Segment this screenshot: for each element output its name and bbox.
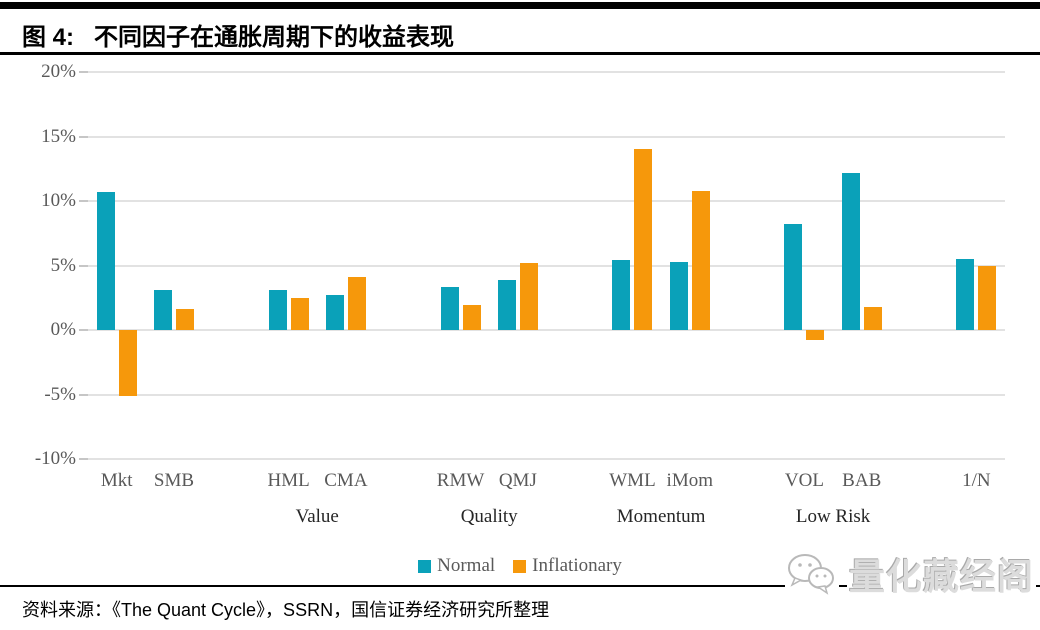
y-axis-tick — [79, 329, 88, 331]
figure-number-label: 图 4: — [22, 24, 75, 51]
bar-inflationary-iMom — [691, 190, 710, 330]
y-axis-tick-label: -5% — [44, 383, 76, 405]
category-group-label: Value — [295, 506, 339, 527]
wechat-chat-bubbles-icon — [784, 551, 839, 597]
gridline — [88, 135, 1005, 138]
bar-inflationary-VOL — [806, 330, 825, 341]
title-separator-line — [0, 52, 1040, 55]
gridline — [88, 264, 1005, 267]
category-label: VOL — [784, 470, 824, 491]
y-axis-tick — [79, 264, 88, 267]
bar-normal-SMB — [153, 290, 172, 330]
source-note: 资料来源：《The Quant Cycle》，SSRN，国信证券经济研究所整理 — [22, 600, 550, 620]
y-axis-tick — [79, 200, 88, 202]
bar-inflationary-CMA — [347, 277, 366, 330]
bar-inflationary-BAB — [863, 306, 882, 330]
legend-item-inflationary: Inflationary — [513, 555, 622, 577]
category-label: iMom — [666, 470, 713, 491]
category-label: QMJ — [498, 470, 537, 491]
bar-normal-RMW — [440, 287, 459, 330]
y-axis-tick-label: 5% — [50, 254, 76, 276]
legend-swatch-inflationary — [513, 559, 527, 573]
y-axis-tick-label: 15% — [41, 125, 76, 147]
bar-normal-1/N — [956, 259, 975, 330]
y-axis-tick-label: -10% — [34, 448, 76, 469]
bar-inflationary-RMW — [462, 305, 481, 330]
category-group-label: Momentum — [616, 506, 706, 527]
category-label: SMB — [153, 470, 195, 491]
gridline — [88, 71, 1005, 73]
category-label: HML — [267, 470, 310, 491]
bar-inflationary-HML — [290, 297, 309, 330]
gridline — [88, 329, 1005, 331]
category-label: 1/N — [962, 470, 991, 491]
category-label: CMA — [324, 470, 368, 491]
y-axis-tick — [79, 135, 88, 138]
gridline — [88, 458, 1005, 460]
category-label: Mkt — [100, 470, 133, 491]
category-group-label: Quality — [460, 506, 518, 527]
figure-title: 图 4: 不同因子在通胀周期下的收益表现 — [22, 17, 454, 52]
bar-inflationary-QMJ — [519, 262, 538, 330]
category-label: BAB — [842, 470, 882, 491]
bar-normal-QMJ — [497, 279, 516, 330]
top-border-bar — [0, 2, 1040, 9]
category-label: WML — [609, 470, 656, 491]
y-axis-tick — [79, 393, 88, 396]
figure-title-text: 不同因子在通胀周期下的收益表现 — [94, 24, 455, 51]
y-axis-tick — [79, 71, 88, 73]
watermark-text: 量化藏经阁 — [846, 548, 1036, 600]
y-axis-tick — [79, 458, 88, 460]
bar-normal-BAB — [841, 172, 860, 330]
bar-inflationary-WML — [634, 149, 653, 330]
legend-label: Normal — [437, 555, 496, 576]
bar-inflationary-Mkt — [118, 330, 137, 396]
legend-swatch-normal — [418, 559, 432, 573]
bar-normal-iMom — [669, 261, 688, 330]
gridline — [88, 200, 1005, 202]
y-axis-tick-label: 10% — [41, 190, 76, 211]
y-axis-tick-label: 20% — [41, 61, 76, 82]
category-group-label: Low Risk — [795, 506, 871, 527]
bar-inflationary-SMB — [175, 309, 194, 330]
y-axis-tick-label: 0% — [50, 319, 76, 340]
bar-normal-WML — [612, 260, 631, 330]
bar-normal-Mkt — [96, 191, 115, 330]
footer-separator-line — [0, 585, 1040, 587]
gridline — [88, 393, 1005, 396]
bar-inflationary-1/N — [978, 265, 997, 330]
watermark: 量化藏经阁 — [784, 548, 1036, 600]
bar-normal-HML — [268, 290, 287, 330]
legend-item-normal: Normal — [418, 555, 495, 577]
bar-normal-CMA — [325, 295, 344, 330]
category-label: RMW — [436, 470, 485, 491]
bar-normal-VOL — [784, 224, 803, 330]
legend-label: Inflationary — [532, 555, 622, 576]
chart-legend: Normal Inflationary — [0, 555, 1040, 577]
